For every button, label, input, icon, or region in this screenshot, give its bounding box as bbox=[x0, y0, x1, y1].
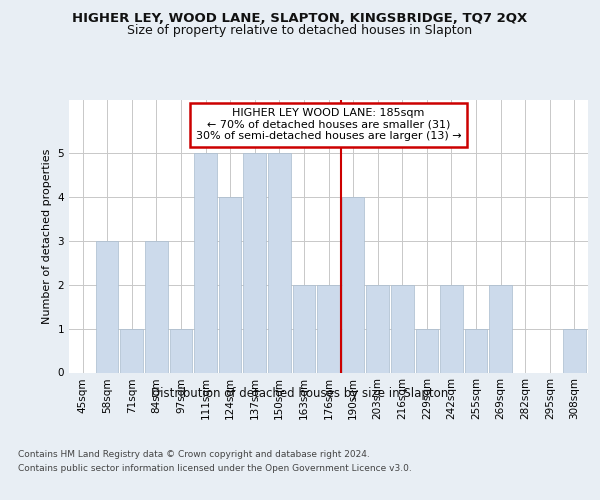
Bar bbox=[391, 284, 413, 372]
Bar bbox=[121, 328, 143, 372]
Text: HIGHER LEY, WOOD LANE, SLAPTON, KINGSBRIDGE, TQ7 2QX: HIGHER LEY, WOOD LANE, SLAPTON, KINGSBRI… bbox=[73, 12, 527, 26]
Bar bbox=[465, 328, 487, 372]
Bar bbox=[440, 284, 463, 372]
Y-axis label: Number of detached properties: Number of detached properties bbox=[42, 148, 52, 324]
Bar bbox=[367, 284, 389, 372]
Text: HIGHER LEY WOOD LANE: 185sqm
← 70% of detached houses are smaller (31)
30% of se: HIGHER LEY WOOD LANE: 185sqm ← 70% of de… bbox=[196, 108, 461, 142]
Bar bbox=[268, 152, 290, 372]
Bar bbox=[194, 152, 217, 372]
Text: Contains HM Land Registry data © Crown copyright and database right 2024.: Contains HM Land Registry data © Crown c… bbox=[18, 450, 370, 459]
Bar bbox=[219, 196, 241, 372]
Bar bbox=[170, 328, 192, 372]
Text: Contains public sector information licensed under the Open Government Licence v3: Contains public sector information licen… bbox=[18, 464, 412, 473]
Bar bbox=[317, 284, 340, 372]
Bar bbox=[342, 196, 364, 372]
Bar bbox=[563, 328, 586, 372]
Bar bbox=[244, 152, 266, 372]
Text: Size of property relative to detached houses in Slapton: Size of property relative to detached ho… bbox=[127, 24, 473, 37]
Bar bbox=[416, 328, 438, 372]
Text: Distribution of detached houses by size in Slapton: Distribution of detached houses by size … bbox=[151, 388, 449, 400]
Bar bbox=[490, 284, 512, 372]
Bar bbox=[145, 240, 167, 372]
Bar bbox=[293, 284, 315, 372]
Bar bbox=[96, 240, 118, 372]
